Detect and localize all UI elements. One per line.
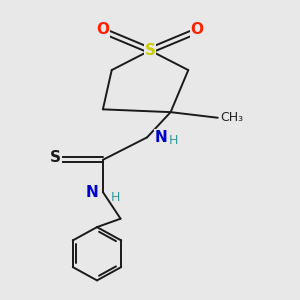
Text: N: N [86, 184, 98, 200]
Text: S: S [145, 43, 155, 58]
Text: O: O [96, 22, 110, 37]
Text: H: H [169, 134, 178, 147]
Text: H: H [110, 190, 120, 204]
Text: N: N [154, 130, 167, 145]
Text: CH₃: CH₃ [221, 111, 244, 124]
Text: S: S [50, 150, 61, 165]
Text: O: O [190, 22, 204, 37]
